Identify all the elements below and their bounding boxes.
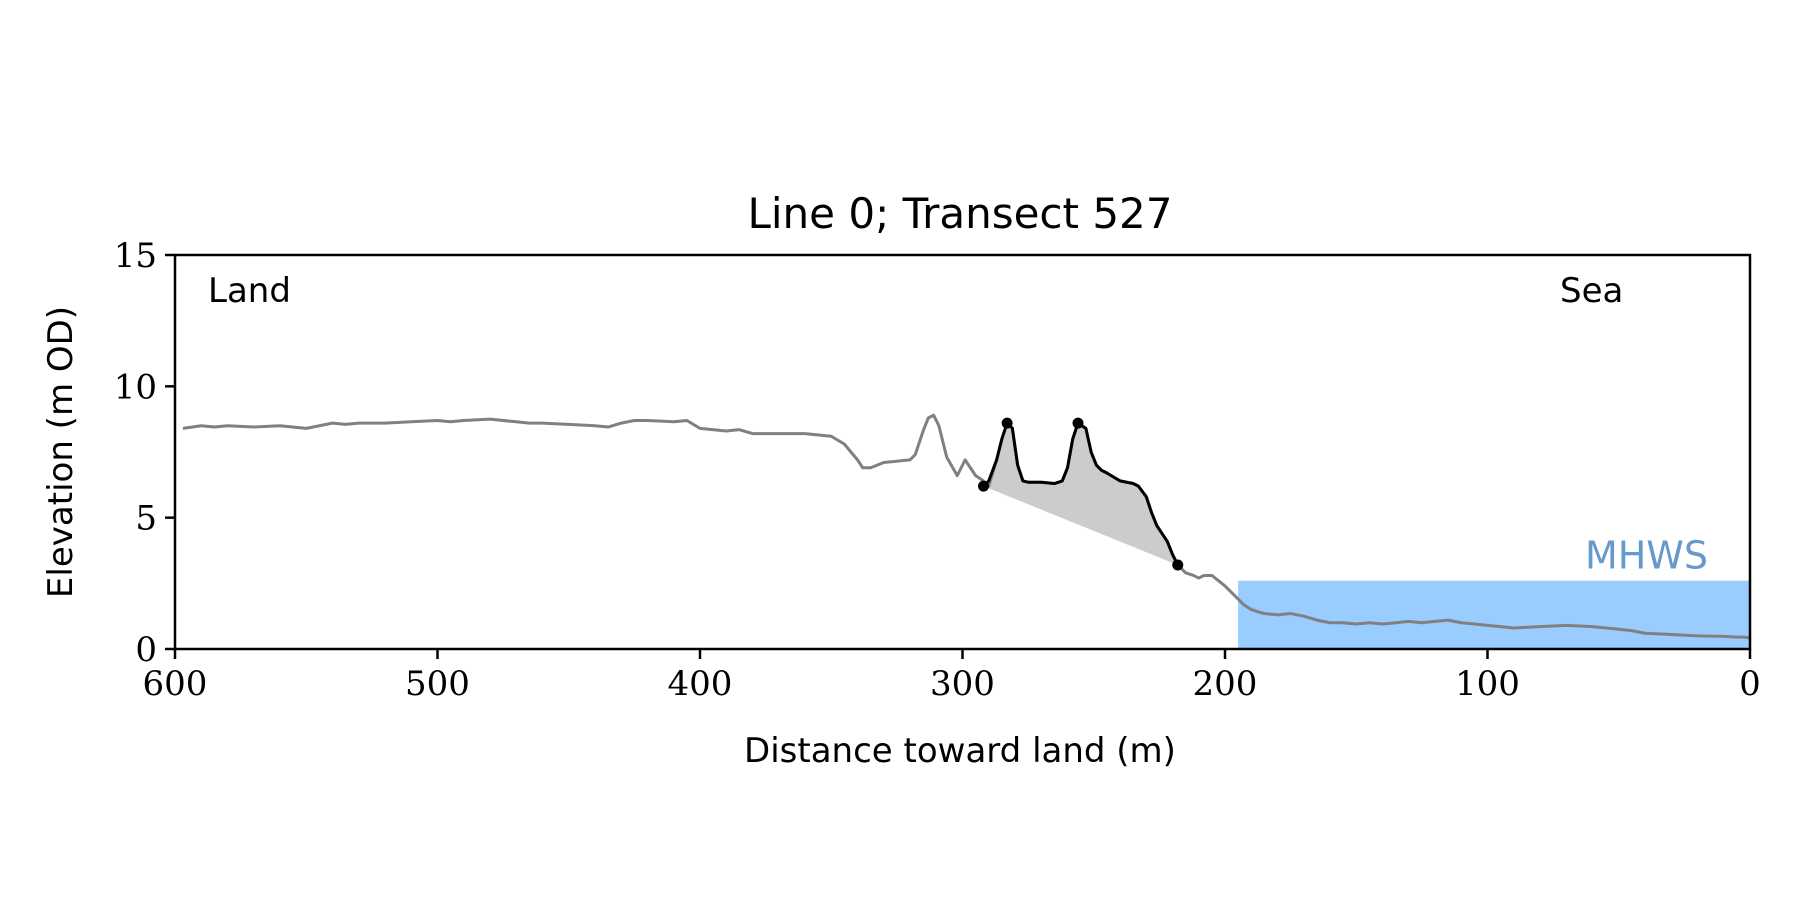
- annotation-sea: Sea: [1560, 271, 1623, 311]
- y-axis-label: Elevation (m OD): [41, 306, 81, 598]
- x-tick-label: 500: [405, 664, 470, 704]
- y-tick-label: 5: [135, 499, 157, 539]
- dune-marker: [978, 480, 989, 492]
- annotation-land: Land: [208, 271, 291, 311]
- y-tick-label: 15: [114, 236, 157, 276]
- y-tick-label: 0: [135, 630, 157, 670]
- x-tick-label: 300: [930, 664, 995, 704]
- dune-marker: [1001, 417, 1013, 429]
- chart-title: Line 0; Transect 527: [747, 189, 1172, 238]
- mhws-band: [1238, 580, 1750, 649]
- dune-volume-fill: [983, 423, 1178, 565]
- x-tick-label: 0: [1739, 664, 1761, 704]
- mhws-label: MHWS: [1585, 534, 1708, 578]
- x-axis: 600 500 400 300 200 100 0: [143, 649, 1761, 704]
- x-tick-label: 100: [1455, 664, 1520, 704]
- y-tick-label: 10: [114, 367, 157, 407]
- dune-marker: [1072, 417, 1084, 429]
- x-tick-label: 600: [143, 664, 208, 704]
- x-tick-label: 400: [668, 664, 733, 704]
- y-axis: 0 5 10 15: [114, 236, 175, 670]
- plot-area: [182, 413, 1751, 649]
- x-tick-label: 200: [1193, 664, 1258, 704]
- x-axis-label: Distance toward land (m): [744, 731, 1176, 771]
- dune-marker: [1172, 559, 1184, 571]
